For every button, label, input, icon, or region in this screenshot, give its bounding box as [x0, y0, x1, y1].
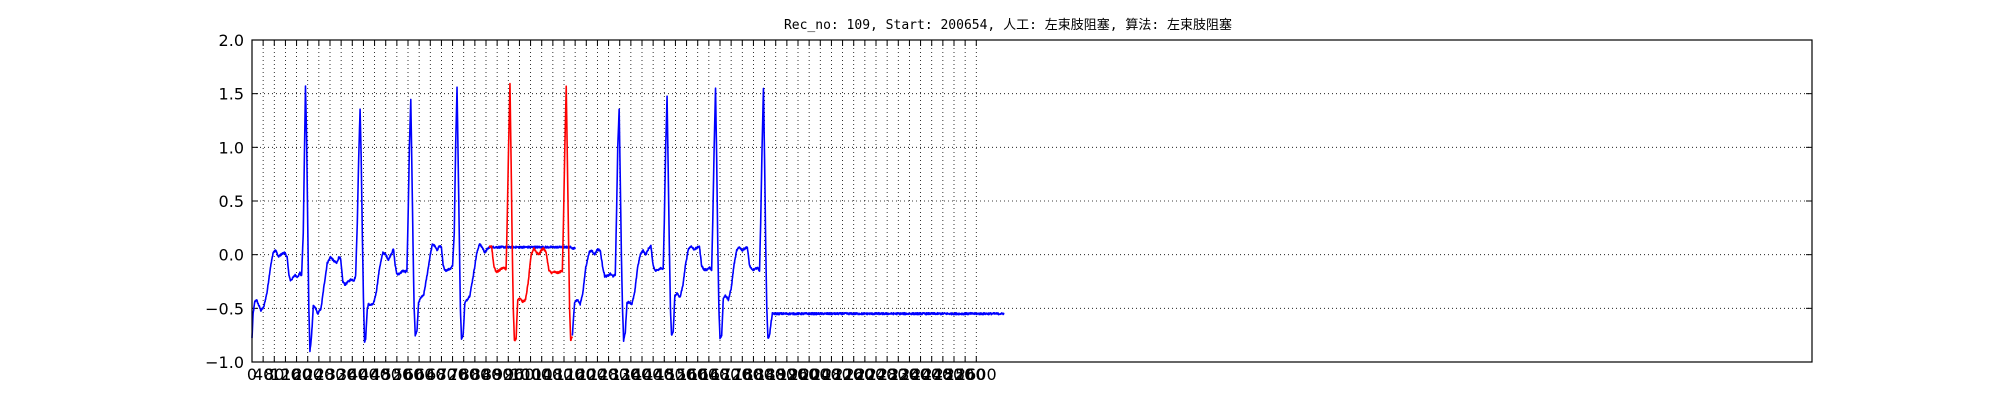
x-tick-label: 520 [382, 365, 413, 384]
x-tick-label: 320 [326, 365, 357, 384]
y-tick-label: 0.5 [219, 192, 244, 211]
x-tick-label: 840 [471, 365, 502, 384]
x-tick-label: 1080 [532, 365, 573, 384]
x-tick-label: 1040 [521, 365, 562, 384]
ecg-segment [367, 98, 434, 337]
x-tick-label: 2080 [811, 365, 852, 384]
y-tick-label: 1.5 [219, 85, 244, 104]
x-tick-label: 2280 [867, 365, 908, 384]
x-tick-label: 160 [281, 365, 312, 384]
x-tick-label: 1240 [577, 365, 618, 384]
x-tick-label: 2480 [922, 365, 963, 384]
x-tick-label: 1640 [688, 365, 729, 384]
x-tick-label: 2600 [956, 365, 997, 384]
x-tick-label: 2200 [844, 365, 885, 384]
x-tick-label: 40 [253, 365, 273, 384]
x-axis: 0408012016020024028032036040044048052056… [247, 40, 997, 384]
x-tick-label: 560 [393, 365, 424, 384]
x-tick-label: 1000 [510, 365, 551, 384]
x-tick-label: 1160 [555, 365, 596, 384]
x-tick-label: 2000 [789, 365, 830, 384]
x-tick-label: 2240 [856, 365, 897, 384]
x-tick-label: 880 [482, 365, 513, 384]
ecg-segment [571, 87, 1005, 343]
x-tick-label: 1480 [644, 365, 685, 384]
ecg-segment [251, 249, 298, 339]
ecg-segment [296, 85, 370, 353]
x-tick-label: 1400 [622, 365, 663, 384]
x-tick-label: 1200 [566, 365, 607, 384]
x-tick-label: 1960 [778, 365, 819, 384]
x-tick-label: 680 [426, 365, 457, 384]
x-tick-label: 0 [247, 365, 257, 384]
x-tick-label: 1280 [588, 365, 629, 384]
x-tick-label: 1880 [755, 365, 796, 384]
x-tick-label: 2400 [900, 365, 941, 384]
grid-lines [252, 40, 1812, 362]
chart-title: Rec_no: 109, Start: 200654, 人工: 左束肢阻塞, 算… [784, 17, 1232, 33]
x-tick-label: 1320 [599, 365, 640, 384]
plot-frame [251, 39, 1813, 363]
x-tick-label: 2040 [800, 365, 841, 384]
y-tick-label: −1.0 [205, 353, 244, 372]
x-tick-label: 400 [348, 365, 379, 384]
y-tick-label: 2.0 [219, 31, 244, 50]
x-tick-label: 960 [504, 365, 535, 384]
x-tick-label: 480 [370, 365, 401, 384]
x-tick-label: 2320 [878, 365, 919, 384]
x-tick-label: 200 [292, 365, 323, 384]
x-tick-label: 600 [404, 365, 435, 384]
y-tick-label: 1.0 [219, 138, 244, 157]
x-tick-label: 2360 [889, 365, 930, 384]
x-tick-label: 80 [264, 365, 284, 384]
x-tick-label: 1440 [633, 365, 674, 384]
x-tick-label: 360 [337, 365, 368, 384]
x-tick-label: 2120 [822, 365, 863, 384]
x-tick-label: 1360 [610, 365, 651, 384]
x-tick-label: 280 [315, 365, 346, 384]
x-tick-label: 1840 [744, 365, 785, 384]
x-tick-label: 920 [493, 365, 524, 384]
x-tick-label: 1560 [666, 365, 707, 384]
x-tick-label: 1600 [677, 365, 718, 384]
x-tick-label: 1680 [700, 365, 741, 384]
x-tick-label: 1120 [544, 365, 585, 384]
y-axis: −1.0 −0.5 0.0 0.5 1.0 1.5 2.0 [205, 31, 1812, 372]
ecg-trace [251, 82, 1005, 353]
x-tick-label: 2520 [934, 365, 975, 384]
y-tick-label: 0.0 [219, 246, 244, 265]
x-tick-label: 760 [448, 365, 479, 384]
x-tick-label: 1520 [655, 365, 696, 384]
x-tick-label: 1800 [733, 365, 774, 384]
x-tick-label: 1720 [711, 365, 752, 384]
x-tick-label: 2160 [833, 365, 874, 384]
x-tick-label: 440 [359, 365, 390, 384]
x-tick-label: 1760 [722, 365, 763, 384]
y-tick-label: −0.5 [205, 299, 244, 318]
x-tick-label: 120 [270, 365, 301, 384]
x-tick-label: 640 [415, 365, 446, 384]
ecg-segment [431, 86, 576, 340]
ecg-segment [488, 82, 574, 342]
x-tick-label: 1920 [766, 365, 807, 384]
x-tick-label: 800 [460, 365, 491, 384]
x-tick-label: 2560 [945, 365, 986, 384]
x-tick-label: 2440 [911, 365, 952, 384]
x-tick-label: 240 [304, 365, 335, 384]
x-tick-label: 720 [437, 365, 468, 384]
